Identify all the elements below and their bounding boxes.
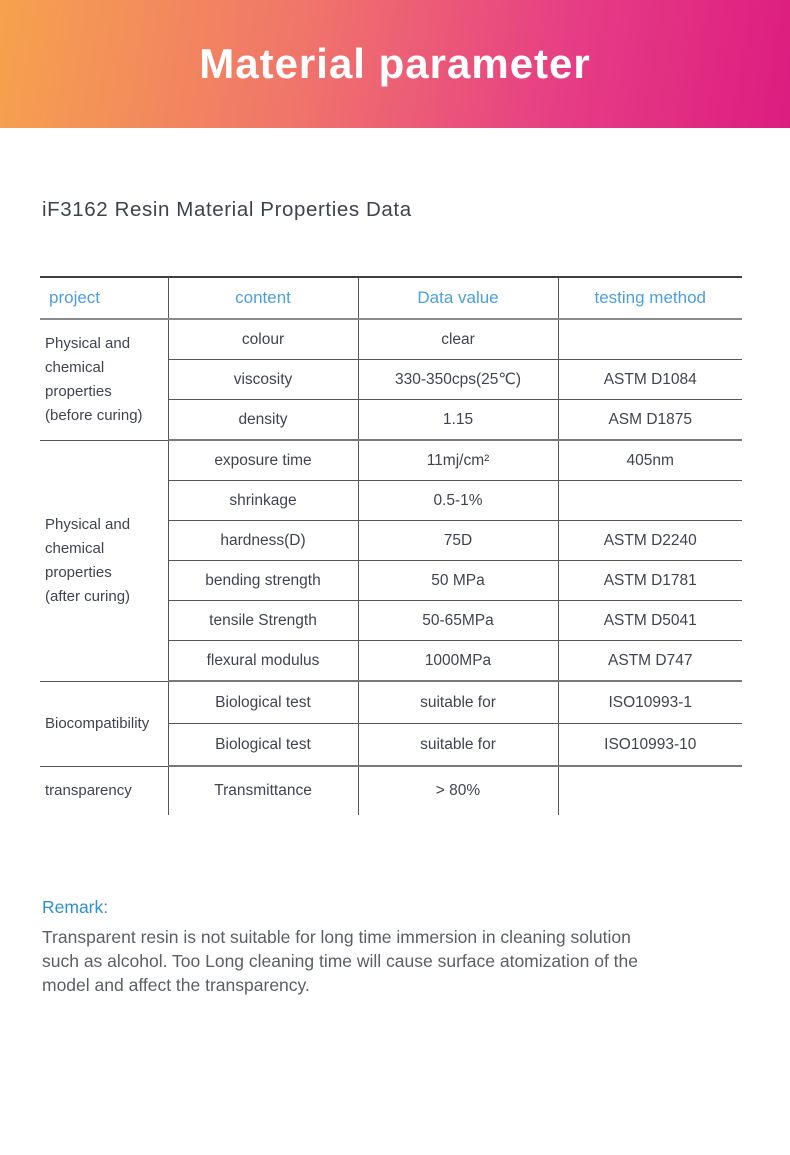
- method-cell: ISO10993-1: [558, 681, 742, 724]
- column-header-content: content: [168, 277, 359, 320]
- value-cell: 1000MPa: [358, 640, 559, 682]
- table-row: Biological test suitable for ISO10993-10: [40, 723, 742, 767]
- method-cell: [558, 480, 742, 521]
- remark-heading: Remark:: [42, 897, 109, 917]
- method-cell: ISO10993-10: [558, 723, 742, 767]
- remark-body: Transparent resin is not suitable for lo…: [42, 927, 638, 995]
- content-cell: tensile Strength: [168, 600, 359, 641]
- value-cell: 330-350cps(25℃): [358, 359, 559, 400]
- remark-section: Remark: Transparent resin is not suitabl…: [42, 897, 712, 997]
- table-row: density 1.15 ASM D1875: [40, 399, 742, 441]
- content-cell: shrinkage: [168, 480, 359, 521]
- value-cell: suitable for: [358, 681, 559, 724]
- column-header-data-value: Data value: [358, 277, 559, 320]
- table-row: Physical and chemical properties (before…: [40, 319, 742, 441]
- method-cell: ASM D1875: [558, 399, 742, 441]
- page-title: iF3162 Resin Material Properties Data: [42, 198, 412, 221]
- project-cell: Physical and chemical properties (before…: [40, 319, 169, 441]
- method-cell: ASTM D747: [558, 640, 742, 682]
- value-cell: 50 MPa: [358, 560, 559, 601]
- table-row: shrinkage 0.5-1%: [40, 480, 742, 521]
- method-cell: ASTM D5041: [558, 600, 742, 641]
- method-cell: [558, 766, 742, 815]
- value-cell: > 80%: [358, 766, 559, 815]
- table-row: viscosity 330-350cps(25℃) ASTM D1084: [40, 359, 742, 400]
- method-cell: ASTM D1084: [558, 359, 742, 400]
- material-properties-table: project content Data value testing metho…: [40, 276, 742, 815]
- project-cell: transparency: [40, 766, 169, 815]
- header-banner: Material parameter: [0, 0, 790, 128]
- table-row: bending strength 50 MPa ASTM D1781: [40, 560, 742, 601]
- content-cell: flexural modulus: [168, 640, 359, 682]
- content-cell: density: [168, 399, 359, 441]
- content-cell: Biological test: [168, 723, 359, 767]
- column-header-testing-method: testing method: [558, 277, 742, 320]
- method-cell: ASTM D1781: [558, 560, 742, 601]
- value-cell: 0.5-1%: [358, 480, 559, 521]
- column-header-project: project: [40, 277, 169, 320]
- method-cell: 405nm: [558, 440, 742, 481]
- table-row: Biocompatibility Biological test suitable …: [40, 681, 742, 767]
- table-row: tensile Strength 50-65MPa ASTM D5041: [40, 600, 742, 641]
- table-body: Physical and chemical properties (before…: [40, 319, 742, 815]
- content-cell: Biological test: [168, 681, 359, 724]
- value-cell: clear: [358, 319, 559, 360]
- table-row: Physical and chemical properties (after …: [40, 440, 742, 682]
- project-cell: Biocompatibility: [40, 681, 169, 767]
- table-row: transparency Transmittance > 80%: [40, 766, 742, 815]
- method-cell: ASTM D2240: [558, 520, 742, 561]
- value-cell: 11mj/cm²: [358, 440, 559, 481]
- banner-title: Material parameter: [199, 40, 591, 87]
- project-cell: Physical and chemical properties (after …: [40, 440, 169, 682]
- value-cell: 50-65MPa: [358, 600, 559, 641]
- content-cell: colour: [168, 319, 359, 360]
- table-row: flexural modulus 1000MPa ASTM D747: [40, 640, 742, 682]
- content-cell: Transmittance: [168, 766, 359, 815]
- content-cell: hardness(D): [168, 520, 359, 561]
- content-cell: viscosity: [168, 359, 359, 400]
- value-cell: suitable for: [358, 723, 559, 767]
- value-cell: 75D: [358, 520, 559, 561]
- table-header-row: project content Data value testing metho…: [40, 277, 742, 320]
- method-cell: [558, 319, 742, 360]
- content-cell: bending strength: [168, 560, 359, 601]
- value-cell: 1.15: [358, 399, 559, 441]
- table-row: hardness(D) 75D ASTM D2240: [40, 520, 742, 561]
- content-cell: exposure time: [168, 440, 359, 481]
